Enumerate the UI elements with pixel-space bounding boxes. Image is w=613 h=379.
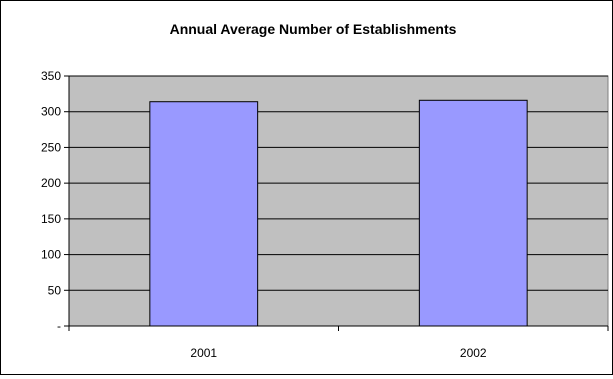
y-tick-labels: - 50 100 150 200 250 300 350 bbox=[41, 69, 61, 333]
bar-2001 bbox=[149, 101, 259, 327]
bar-2002 bbox=[418, 99, 528, 327]
x-tick-label: 2002 bbox=[460, 346, 487, 360]
x-tick-labels: 2001 2002 bbox=[190, 346, 487, 360]
bars bbox=[149, 99, 528, 327]
y-tick-label: 150 bbox=[41, 212, 61, 226]
x-tick-label: 2001 bbox=[190, 346, 217, 360]
y-tick-label: 350 bbox=[41, 69, 61, 83]
y-tick-label: 100 bbox=[41, 248, 61, 262]
y-tick-label: 300 bbox=[41, 105, 61, 119]
y-tick-label: - bbox=[57, 319, 61, 333]
y-tick-label: 250 bbox=[41, 140, 61, 154]
axes bbox=[64, 75, 609, 331]
y-tick-label: 200 bbox=[41, 176, 61, 190]
y-tick-label: 50 bbox=[48, 283, 62, 297]
chart-title: Annual Average Number of Establishments bbox=[170, 21, 457, 37]
